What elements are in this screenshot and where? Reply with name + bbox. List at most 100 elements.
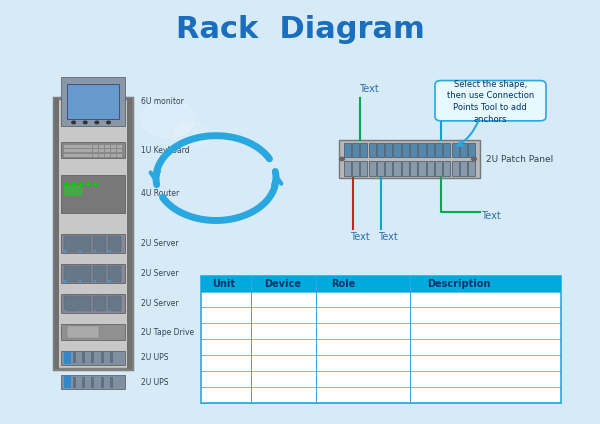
FancyBboxPatch shape — [435, 142, 442, 157]
Text: 6U monitor: 6U monitor — [141, 97, 184, 106]
FancyBboxPatch shape — [99, 149, 104, 153]
FancyBboxPatch shape — [452, 162, 459, 176]
FancyBboxPatch shape — [394, 142, 401, 157]
Text: 2U Tape Drive: 2U Tape Drive — [141, 328, 194, 337]
Text: 2U Server: 2U Server — [141, 299, 179, 308]
FancyBboxPatch shape — [109, 280, 111, 282]
FancyBboxPatch shape — [76, 154, 81, 157]
FancyBboxPatch shape — [93, 236, 106, 252]
FancyBboxPatch shape — [73, 352, 76, 363]
FancyBboxPatch shape — [201, 276, 561, 292]
Circle shape — [174, 123, 210, 148]
FancyBboxPatch shape — [54, 98, 59, 369]
Circle shape — [472, 157, 476, 161]
FancyBboxPatch shape — [201, 276, 561, 403]
FancyBboxPatch shape — [368, 162, 376, 176]
FancyBboxPatch shape — [87, 149, 92, 153]
FancyBboxPatch shape — [78, 236, 91, 252]
FancyBboxPatch shape — [377, 162, 384, 176]
FancyBboxPatch shape — [105, 149, 110, 153]
FancyBboxPatch shape — [402, 162, 409, 176]
Text: 30U: 30U — [82, 381, 104, 391]
Text: 2U Server: 2U Server — [141, 240, 179, 248]
FancyBboxPatch shape — [78, 296, 91, 311]
FancyBboxPatch shape — [116, 145, 122, 148]
FancyBboxPatch shape — [87, 145, 92, 148]
FancyBboxPatch shape — [402, 142, 409, 157]
FancyBboxPatch shape — [99, 154, 104, 157]
Circle shape — [72, 121, 76, 124]
FancyBboxPatch shape — [76, 145, 81, 148]
FancyBboxPatch shape — [99, 145, 104, 148]
FancyBboxPatch shape — [443, 162, 451, 176]
FancyBboxPatch shape — [116, 154, 122, 157]
FancyBboxPatch shape — [61, 264, 125, 283]
FancyBboxPatch shape — [64, 280, 67, 282]
FancyBboxPatch shape — [70, 154, 75, 157]
Circle shape — [79, 183, 83, 185]
FancyBboxPatch shape — [435, 81, 546, 121]
FancyBboxPatch shape — [385, 142, 392, 157]
Text: Text: Text — [350, 232, 370, 243]
FancyBboxPatch shape — [64, 377, 71, 388]
FancyBboxPatch shape — [64, 145, 69, 148]
Text: 2U UPS: 2U UPS — [141, 353, 169, 363]
Circle shape — [141, 100, 195, 138]
FancyBboxPatch shape — [67, 326, 99, 338]
Text: Rack  Diagram: Rack Diagram — [176, 15, 424, 44]
FancyBboxPatch shape — [93, 296, 106, 311]
FancyBboxPatch shape — [460, 162, 467, 176]
FancyBboxPatch shape — [94, 280, 96, 282]
FancyBboxPatch shape — [78, 266, 91, 282]
FancyBboxPatch shape — [61, 142, 125, 159]
FancyBboxPatch shape — [110, 154, 116, 157]
FancyBboxPatch shape — [344, 142, 351, 157]
Circle shape — [86, 183, 90, 185]
FancyBboxPatch shape — [105, 154, 110, 157]
FancyBboxPatch shape — [91, 377, 94, 388]
FancyBboxPatch shape — [54, 98, 132, 369]
FancyBboxPatch shape — [410, 162, 417, 176]
Circle shape — [94, 183, 97, 185]
FancyBboxPatch shape — [94, 250, 96, 252]
Text: Text: Text — [359, 84, 379, 94]
FancyBboxPatch shape — [94, 310, 96, 311]
FancyBboxPatch shape — [427, 142, 434, 157]
FancyBboxPatch shape — [468, 162, 475, 176]
FancyBboxPatch shape — [82, 377, 85, 388]
FancyBboxPatch shape — [61, 77, 125, 126]
FancyBboxPatch shape — [109, 250, 111, 252]
FancyBboxPatch shape — [344, 162, 351, 176]
Circle shape — [83, 121, 87, 124]
FancyBboxPatch shape — [81, 149, 86, 153]
FancyBboxPatch shape — [81, 154, 86, 157]
FancyBboxPatch shape — [360, 142, 367, 157]
FancyBboxPatch shape — [79, 250, 82, 252]
FancyBboxPatch shape — [70, 149, 75, 153]
FancyBboxPatch shape — [377, 142, 384, 157]
FancyBboxPatch shape — [352, 142, 359, 157]
FancyBboxPatch shape — [93, 145, 98, 148]
FancyBboxPatch shape — [87, 154, 92, 157]
FancyBboxPatch shape — [127, 98, 132, 369]
FancyBboxPatch shape — [110, 145, 116, 148]
FancyBboxPatch shape — [91, 352, 94, 363]
FancyBboxPatch shape — [61, 234, 125, 254]
FancyBboxPatch shape — [101, 352, 104, 363]
FancyBboxPatch shape — [79, 280, 82, 282]
Circle shape — [72, 183, 76, 185]
FancyBboxPatch shape — [418, 142, 425, 157]
Circle shape — [107, 121, 110, 124]
FancyBboxPatch shape — [81, 145, 86, 148]
FancyBboxPatch shape — [61, 175, 125, 213]
Text: Text: Text — [379, 232, 398, 243]
Text: Description: Description — [427, 279, 491, 289]
FancyBboxPatch shape — [452, 142, 459, 157]
Circle shape — [340, 157, 344, 161]
FancyBboxPatch shape — [108, 296, 121, 311]
FancyBboxPatch shape — [61, 324, 125, 340]
FancyBboxPatch shape — [64, 296, 77, 311]
FancyBboxPatch shape — [385, 162, 392, 176]
Text: Role: Role — [332, 279, 356, 289]
Text: Device: Device — [264, 279, 301, 289]
